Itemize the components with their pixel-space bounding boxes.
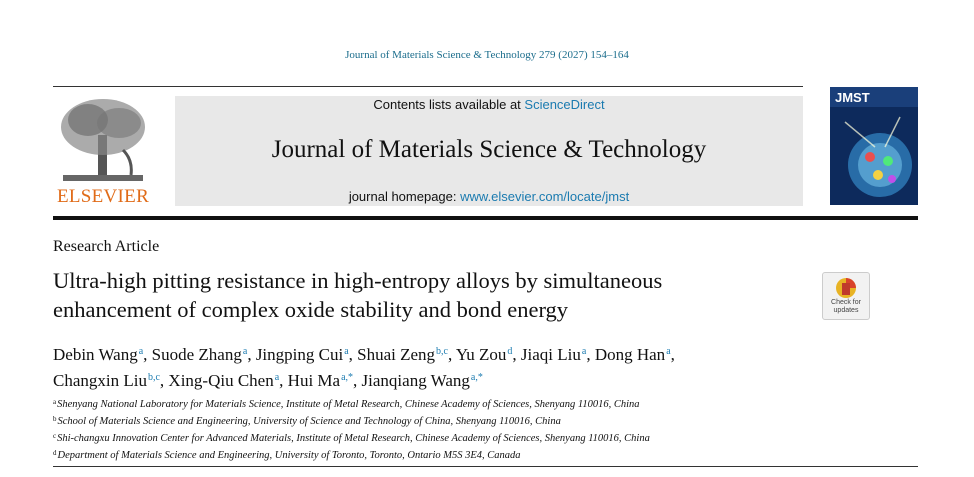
- author: Hui Maa,*: [288, 371, 358, 390]
- homepage-text: journal homepage:: [348, 189, 461, 204]
- thick-rule: [53, 216, 918, 220]
- author-name[interactable]: Shuai Zeng: [357, 345, 436, 364]
- author-line: Debin Wanga Suode Zhanga Jingping Cuia S…: [53, 340, 675, 366]
- author-affiliation-mark[interactable]: a,*: [470, 372, 483, 383]
- author: Dong Hana: [595, 345, 675, 364]
- author-affiliation-mark[interactable]: a: [138, 346, 144, 357]
- affiliation: bSchool of Materials Science and Enginee…: [53, 412, 650, 429]
- author-affiliation-mark[interactable]: a,*: [341, 372, 354, 383]
- author: Yu Zoud: [456, 345, 517, 364]
- author: Suode Zhanga: [152, 345, 252, 364]
- contents-line: Contents lists available at ScienceDirec…: [175, 97, 803, 112]
- author: Shuai Zengb,c: [357, 345, 452, 364]
- article-title: Ultra-high pitting resistance in high-en…: [53, 266, 662, 324]
- author: Xing-Qiu Chena: [168, 371, 283, 390]
- author-affiliation-mark[interactable]: a: [344, 346, 349, 357]
- author-name[interactable]: Jingping Cui: [255, 345, 344, 364]
- author-name[interactable]: Suode Zhang: [151, 345, 242, 364]
- author-name[interactable]: Debin Wang: [53, 345, 138, 364]
- rule: [53, 466, 918, 467]
- author-name[interactable]: Xing-Qiu Chen: [168, 371, 274, 390]
- author-name[interactable]: Hui Ma: [287, 371, 341, 390]
- author-affiliation-mark[interactable]: b,c: [147, 372, 160, 383]
- check-updates-text[interactable]: Check for updates: [822, 299, 870, 315]
- rule: [53, 86, 803, 87]
- publisher-name: ELSEVIER: [56, 186, 150, 207]
- journal-cover[interactable]: JMST: [830, 87, 918, 205]
- check-updates-badge[interactable]: [822, 272, 870, 320]
- author-name[interactable]: Changxin Liu: [53, 371, 147, 390]
- affiliation-text: School of Materials Science and Engineer…: [57, 416, 561, 427]
- check-updates-line: updates: [833, 307, 859, 314]
- title-line: Ultra-high pitting resistance in high-en…: [53, 268, 663, 293]
- affiliation-list: aShenyang National Laboratory for Materi…: [53, 395, 650, 463]
- affiliation-text: Department of Materials Science and Engi…: [57, 450, 521, 461]
- affiliation-mark: a: [53, 398, 57, 406]
- author-name[interactable]: Dong Han: [594, 345, 666, 364]
- affiliation-mark: b: [53, 415, 57, 423]
- author-affiliation-mark[interactable]: a: [666, 346, 671, 357]
- article-type: Research Article: [53, 238, 160, 255]
- affiliation-text: Shenyang National Laboratory for Materia…: [57, 399, 640, 410]
- title-line: enhancement of complex oxide stability a…: [53, 297, 569, 322]
- author: Jingping Cuia: [256, 345, 353, 364]
- author: Jianqiang Wanga,*: [362, 371, 483, 390]
- cover-title: JMST: [835, 90, 870, 105]
- homepage-link[interactable]: www.elsevier.com/locate/jmst: [460, 189, 630, 204]
- affiliation: cShi-changxu Innovation Center for Advan…: [53, 429, 650, 446]
- affiliation-mark: c: [53, 432, 57, 440]
- homepage-line: journal homepage: www.elsevier.com/locat…: [175, 189, 803, 204]
- affiliation-text: Shi-changxu Innovation Center for Advanc…: [57, 433, 650, 444]
- journal-title: Journal of Materials Science & Technolog…: [271, 136, 707, 163]
- author-affiliation-mark[interactable]: a: [581, 346, 587, 357]
- author-name[interactable]: Jianqiang Wang: [361, 371, 470, 390]
- author-line: Changxin Liub,c Xing-Qiu Chena Hui Maa,*…: [53, 366, 675, 392]
- author-list: Debin Wanga Suode Zhanga Jingping Cuia S…: [53, 340, 675, 392]
- author: Jiaqi Liua: [521, 345, 591, 364]
- author: Changxin Liub,c: [53, 371, 164, 390]
- author-affiliation-mark[interactable]: a: [274, 372, 280, 383]
- affiliation: dDepartment of Materials Science and Eng…: [53, 446, 650, 463]
- contents-text: Contents lists available at: [373, 97, 525, 112]
- author-name[interactable]: Jiaqi Liu: [520, 345, 581, 364]
- author-affiliation-mark[interactable]: b,c: [436, 346, 448, 357]
- check-updates-line: Check for: [831, 299, 861, 306]
- journal-citation[interactable]: Journal of Materials Science & Technolog…: [345, 49, 629, 61]
- author: Debin Wanga: [53, 345, 147, 364]
- elsevier-logo: [61, 99, 145, 181]
- author-name[interactable]: Yu Zou: [455, 345, 507, 364]
- sciencedirect-link[interactable]: ScienceDirect: [524, 97, 605, 112]
- affiliation-mark: d: [53, 449, 57, 457]
- author-affiliation-mark[interactable]: a: [242, 346, 248, 357]
- author-affiliation-mark[interactable]: d: [507, 346, 513, 357]
- affiliation: aShenyang National Laboratory for Materi…: [53, 395, 650, 412]
- header-box: [175, 96, 803, 206]
